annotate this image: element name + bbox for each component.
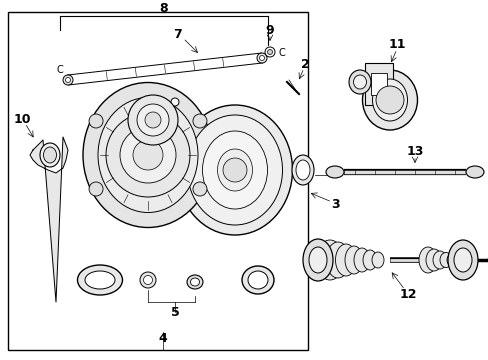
Circle shape <box>264 47 274 57</box>
Circle shape <box>89 114 103 128</box>
Circle shape <box>487 255 488 265</box>
Ellipse shape <box>242 266 273 294</box>
Circle shape <box>171 98 179 106</box>
Ellipse shape <box>303 239 332 281</box>
Ellipse shape <box>291 155 313 185</box>
Ellipse shape <box>217 149 252 191</box>
Ellipse shape <box>40 143 60 167</box>
Text: 13: 13 <box>406 145 423 158</box>
Text: C: C <box>278 48 285 58</box>
Ellipse shape <box>446 254 456 266</box>
Ellipse shape <box>325 242 349 278</box>
Bar <box>370 73 386 95</box>
Ellipse shape <box>353 248 369 272</box>
Circle shape <box>267 49 272 54</box>
Text: 7: 7 <box>173 28 182 41</box>
Bar <box>8 12 307 350</box>
Circle shape <box>120 127 176 183</box>
Ellipse shape <box>98 98 198 212</box>
Ellipse shape <box>335 244 356 276</box>
Text: 2: 2 <box>300 58 309 72</box>
Text: 10: 10 <box>13 113 31 126</box>
Ellipse shape <box>439 252 451 267</box>
Ellipse shape <box>83 82 213 228</box>
Text: 1: 1 <box>330 168 339 181</box>
Circle shape <box>143 275 152 284</box>
Ellipse shape <box>371 252 383 268</box>
Ellipse shape <box>202 131 267 209</box>
Polygon shape <box>30 137 68 302</box>
Ellipse shape <box>43 147 57 163</box>
Ellipse shape <box>345 246 362 274</box>
Ellipse shape <box>325 166 343 178</box>
Ellipse shape <box>432 251 446 269</box>
Ellipse shape <box>190 278 199 286</box>
Ellipse shape <box>315 240 343 280</box>
Ellipse shape <box>362 70 417 130</box>
Ellipse shape <box>418 247 436 273</box>
Ellipse shape <box>465 166 483 178</box>
Text: 4: 4 <box>158 332 167 345</box>
Ellipse shape <box>447 240 477 280</box>
Ellipse shape <box>308 247 326 273</box>
Circle shape <box>65 77 70 82</box>
Ellipse shape <box>353 75 366 89</box>
Circle shape <box>193 114 206 128</box>
Circle shape <box>193 182 206 196</box>
Ellipse shape <box>247 271 267 289</box>
Ellipse shape <box>348 70 370 94</box>
Text: 11: 11 <box>387 39 405 51</box>
Ellipse shape <box>295 160 309 180</box>
Ellipse shape <box>77 265 122 295</box>
Text: 12: 12 <box>398 288 416 301</box>
Circle shape <box>89 182 103 196</box>
Ellipse shape <box>362 250 376 270</box>
Ellipse shape <box>186 275 203 289</box>
Ellipse shape <box>187 115 282 225</box>
Circle shape <box>257 53 266 63</box>
Ellipse shape <box>453 248 471 272</box>
Circle shape <box>223 158 246 182</box>
Text: 9: 9 <box>265 23 274 36</box>
Circle shape <box>259 55 264 60</box>
Ellipse shape <box>372 79 407 121</box>
Ellipse shape <box>85 271 115 289</box>
Text: 6: 6 <box>150 105 159 118</box>
Text: 5: 5 <box>170 306 179 319</box>
Circle shape <box>133 140 163 170</box>
Circle shape <box>145 112 161 128</box>
Text: 3: 3 <box>330 198 339 211</box>
Text: 8: 8 <box>160 3 168 15</box>
Ellipse shape <box>425 249 441 271</box>
Ellipse shape <box>177 105 292 235</box>
Circle shape <box>137 104 169 136</box>
Circle shape <box>106 113 190 197</box>
Bar <box>364 63 392 105</box>
Circle shape <box>375 86 403 114</box>
Circle shape <box>128 95 178 145</box>
Text: C: C <box>57 65 63 75</box>
Circle shape <box>63 75 73 85</box>
Circle shape <box>140 272 156 288</box>
